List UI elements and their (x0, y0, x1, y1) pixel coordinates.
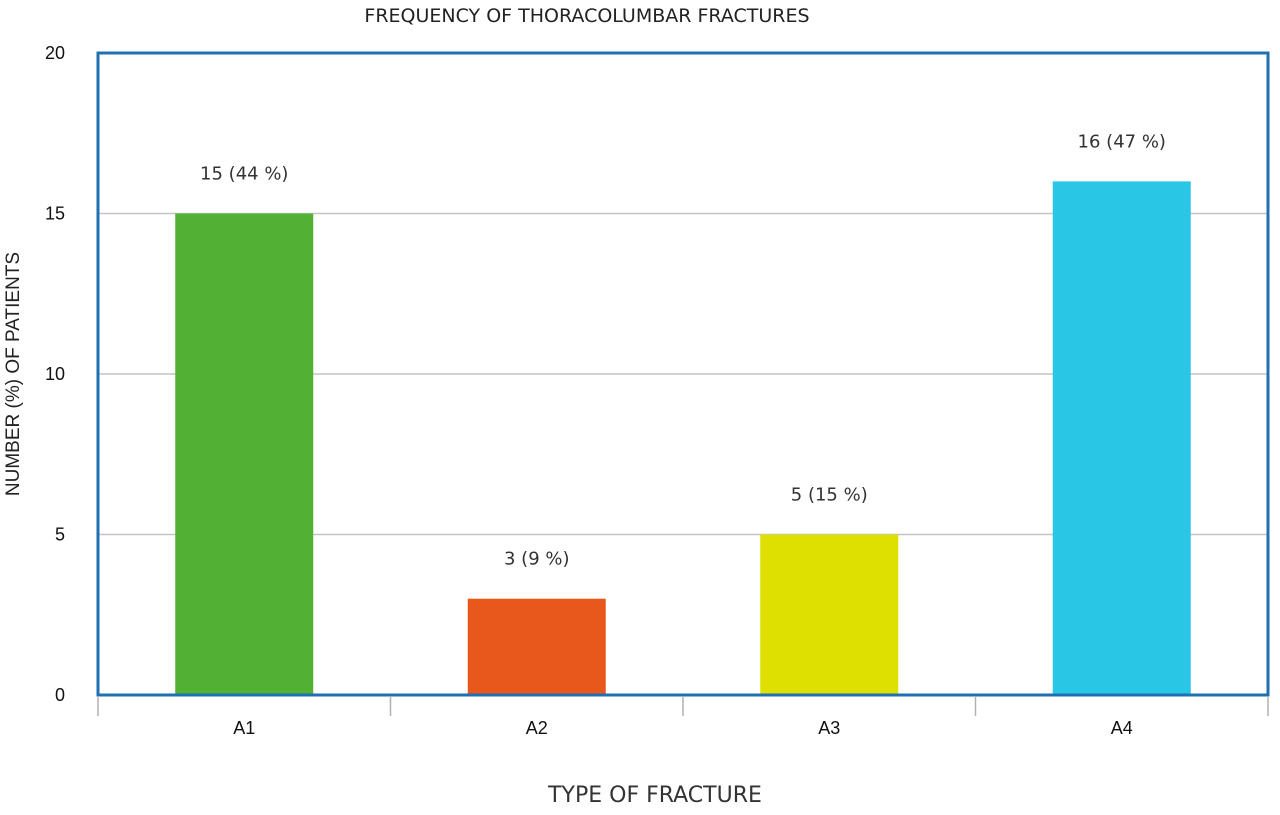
chart-title: FREQUENCY OF THORACOLUMBAR FRACTURES (364, 5, 809, 27)
y-tick-label: 20 (45, 43, 65, 63)
data-label-a1: 15 (44 %) (200, 164, 288, 185)
data-labels: 15 (44 %) 3 (9 %) 5 (15 %) 16 (47 %) (200, 131, 1166, 569)
y-tick-label: 10 (45, 364, 65, 384)
bar-a4 (1052, 181, 1191, 695)
data-label-a2: 3 (9 %) (504, 549, 570, 570)
y-axis-ticks: 0 5 10 15 20 (45, 43, 65, 705)
data-label-a4: 16 (47 %) (1078, 131, 1166, 152)
bar-a3 (760, 534, 899, 695)
y-tick-label: 0 (55, 685, 65, 705)
x-tick-label-a1: A1 (233, 718, 255, 738)
x-axis-ticks: A1 A2 A3 A4 (97, 697, 1269, 738)
bar-a1 (175, 213, 314, 695)
x-tick-label-a3: A3 (818, 718, 840, 738)
x-axis-label: TYPE OF FRACTURE (547, 783, 762, 808)
y-tick-label: 15 (45, 204, 65, 224)
x-tick-label-a4: A4 (1111, 718, 1133, 738)
bar-a2 (467, 598, 606, 695)
x-tick-label-a2: A2 (526, 718, 548, 738)
bars (175, 181, 1191, 695)
y-axis-label: NUMBER (%) OF PATIENTS (3, 252, 24, 496)
y-tick-label: 5 (55, 525, 65, 545)
data-label-a3: 5 (15 %) (791, 485, 868, 506)
plot-area-frame (96, 51, 1270, 697)
